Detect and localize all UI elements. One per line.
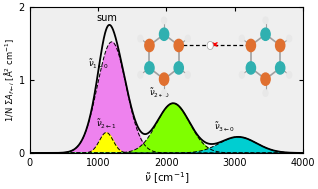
- Circle shape: [276, 39, 285, 52]
- Text: $\tilde{\nu}_{1\leftarrow 0}$: $\tilde{\nu}_{1\leftarrow 0}$: [88, 58, 109, 71]
- Circle shape: [246, 39, 255, 52]
- Circle shape: [287, 35, 292, 42]
- Text: $\tilde{\nu}_{3\leftarrow 0}$: $\tilde{\nu}_{3\leftarrow 0}$: [214, 121, 235, 134]
- Circle shape: [185, 72, 190, 78]
- Circle shape: [239, 72, 244, 78]
- Circle shape: [138, 35, 143, 42]
- Circle shape: [160, 28, 169, 40]
- Circle shape: [246, 62, 255, 74]
- Circle shape: [261, 73, 270, 85]
- Circle shape: [239, 35, 244, 42]
- Text: $\tilde{\nu}_{2\leftarrow 1}$: $\tilde{\nu}_{2\leftarrow 1}$: [96, 118, 117, 131]
- Circle shape: [145, 39, 154, 52]
- Text: $\tilde{\nu}_{2\leftarrow 0}$: $\tilde{\nu}_{2\leftarrow 0}$: [149, 87, 169, 100]
- Circle shape: [263, 17, 268, 24]
- Circle shape: [160, 73, 169, 85]
- Circle shape: [138, 72, 143, 78]
- Circle shape: [276, 62, 285, 74]
- Circle shape: [261, 28, 270, 40]
- Circle shape: [287, 72, 292, 78]
- X-axis label: $\tilde{\nu}$ [cm$^{-1}$]: $\tilde{\nu}$ [cm$^{-1}$]: [144, 171, 189, 186]
- Circle shape: [162, 90, 167, 96]
- Circle shape: [174, 39, 183, 52]
- Y-axis label: 1/N $\Sigma$$A_{f\leftarrow i}$ [Å$^2$ cm$^{-1}$]: 1/N $\Sigma$$A_{f\leftarrow i}$ [Å$^2$ c…: [3, 38, 17, 122]
- Circle shape: [207, 41, 213, 50]
- Circle shape: [145, 62, 154, 74]
- Circle shape: [263, 90, 268, 96]
- Circle shape: [162, 17, 167, 24]
- Text: sum: sum: [97, 13, 118, 23]
- Circle shape: [185, 35, 190, 42]
- Circle shape: [174, 62, 183, 74]
